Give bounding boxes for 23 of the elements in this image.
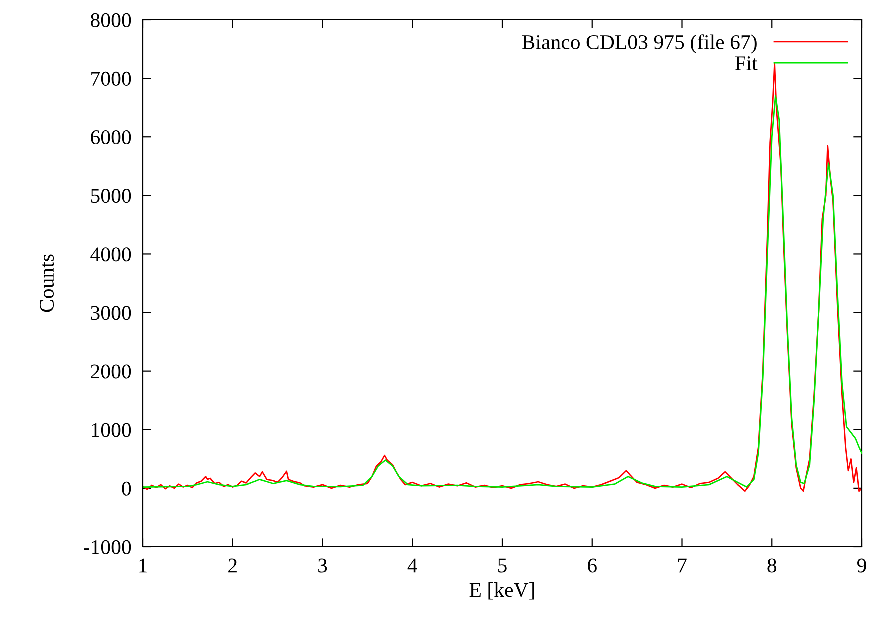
y-tick-label: 3000 <box>91 306 132 320</box>
x-tick-label: 4 <box>408 558 418 573</box>
legend-label: Bianco CDL03 975 (file 67) <box>522 34 757 54</box>
y-tick-label: -1000 <box>84 540 132 554</box>
x-axis-title: E [keV] <box>470 582 534 600</box>
x-tick-label: 5 <box>498 558 507 573</box>
y-tick-label: 0 <box>122 482 132 496</box>
y-tick-label: 5000 <box>91 189 132 204</box>
y-tick-label: 4000 <box>90 248 132 262</box>
legend-label: Fit <box>735 56 758 71</box>
x-tick-label: 1 <box>140 558 147 573</box>
y-tick-label: 6000 <box>91 130 132 145</box>
x-tick-label: 6 <box>588 558 597 573</box>
x-tick-label: 2 <box>228 558 237 573</box>
x-tick-label: 7 <box>678 558 687 573</box>
y-axis-title: Counts <box>40 254 54 312</box>
y-tick-label: 1000 <box>92 423 132 438</box>
x-tick-label: 8 <box>768 558 777 573</box>
y-tick-label: 2000 <box>91 364 132 379</box>
y-tick-label: 8000 <box>91 13 132 28</box>
y-tick-label: 7000 <box>92 72 132 86</box>
x-tick-label: 9 <box>857 558 866 573</box>
x-tick-label: 3 <box>318 558 328 573</box>
